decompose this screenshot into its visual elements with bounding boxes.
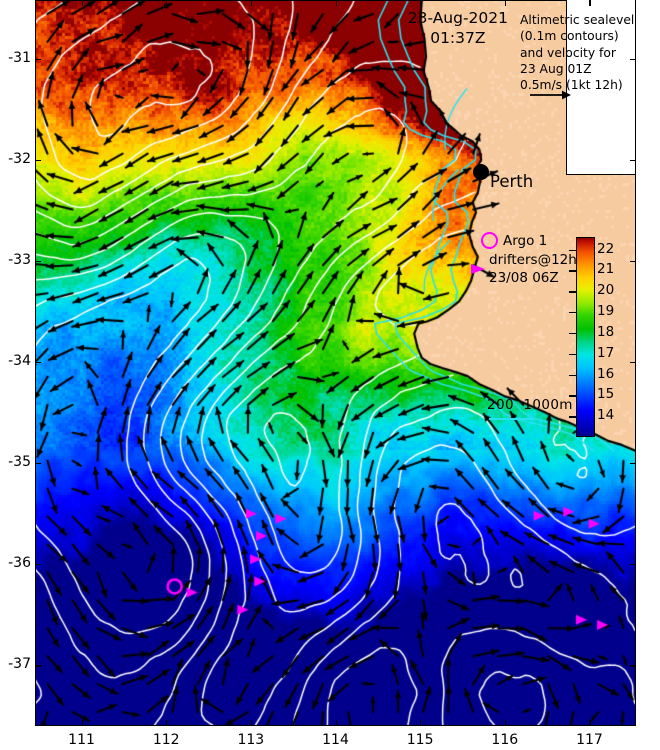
x-tick-label-2: 113 [237, 732, 265, 748]
colorbar-tick [569, 291, 576, 293]
x-tick-top [166, 0, 168, 6]
x-tick-top [250, 0, 253, 6]
colorbar-tick-label-7: 21 [597, 261, 615, 278]
y-tick-right [630, 665, 636, 667]
y-tick-right [630, 260, 636, 263]
colorbar-tick-label-3: 17 [597, 344, 615, 361]
y-tick [35, 665, 41, 667]
y-tick-label-2: -33 [8, 251, 31, 268]
colorbar-tick-label-1: 15 [597, 386, 615, 403]
colorbar-tick-label-2: 16 [597, 365, 615, 382]
x-tick [420, 720, 422, 726]
x-tick-top [589, 0, 591, 6]
x-tick-top [420, 0, 422, 6]
y-tick [35, 564, 41, 566]
magenta-triangle-icon [471, 264, 485, 274]
y-tick [35, 260, 41, 263]
x-tick [81, 720, 83, 726]
y-tick [35, 463, 41, 465]
x-tick [250, 720, 253, 726]
city-label-perth: Perth [490, 172, 534, 191]
date-line-1: 23-Aug-2021 [407, 9, 508, 27]
magenta-circle-icon [481, 232, 498, 249]
colorbar-tick-label-6: 20 [597, 282, 615, 299]
colorbar-tick-label-8: 22 [597, 240, 615, 257]
y-tick-label-6: -37 [8, 656, 31, 673]
argo-legend-label: Argo 1 [503, 233, 548, 249]
x-tick [589, 720, 591, 726]
x-tick-label-4: 115 [406, 732, 434, 748]
colorbar-tick [569, 332, 576, 335]
temperature-colorbar [576, 237, 595, 437]
x-tick-label-3: 114 [322, 732, 349, 748]
x-tick-top [81, 0, 83, 6]
colorbar-tick [569, 416, 576, 418]
vector-and-contour-overlay [35, 0, 636, 726]
y-tick-label-3: -34 [8, 352, 31, 369]
y-tick-label-1: -32 [8, 150, 31, 167]
credit-text: © IMOS 29-Aug-2021 20:22:03 Hobart time [640, 10, 660, 710]
colorbar-tick [569, 374, 576, 376]
y-tick [35, 159, 41, 161]
colorbar-tick-label-4: 18 [597, 323, 615, 340]
y-tick [35, 361, 41, 364]
map-plot-area[interactable] [35, 0, 636, 726]
x-tick-top [504, 0, 506, 6]
y-tick-right [630, 361, 636, 364]
y-tick-label-5: -36 [8, 555, 31, 572]
y-tick-label-4: -35 [8, 454, 31, 471]
colorbar-tick [569, 270, 576, 272]
bathymetry-scale-line [489, 418, 535, 421]
datetime-title: 23-Aug-2021 01:37Z [408, 9, 508, 49]
altimetry-legend-text: Altimetric sealevel (0.1m contours) and … [520, 13, 635, 93]
x-tick [504, 720, 506, 726]
y-tick-right [630, 159, 636, 161]
x-tick-label-1: 112 [152, 732, 180, 748]
colorbar-tick [569, 395, 576, 397]
y-tick-right [630, 564, 636, 566]
y-tick-right [630, 463, 636, 465]
colorbar-tick-label-5: 19 [597, 303, 615, 319]
x-tick-top [335, 0, 337, 6]
x-tick [166, 720, 168, 726]
x-tick-label-5: 116 [491, 732, 519, 748]
x-tick [335, 720, 337, 726]
x-tick-label-0: 111 [68, 732, 95, 748]
right-arrow-icon [530, 90, 571, 100]
colorbar-tick [569, 312, 576, 314]
city-dot-icon [473, 164, 489, 180]
x-tick-label-6: 117 [576, 732, 603, 748]
colorbar-tick-label-0: 14 [597, 407, 615, 424]
y-tick [35, 58, 41, 60]
date-line-2: 01:37Z [430, 28, 486, 47]
colorbar-tick [569, 353, 576, 356]
colorbar-tick [569, 249, 576, 251]
bathymetry-scale-label: 200 1000m [487, 397, 573, 413]
legend-box [566, 0, 636, 175]
y-tick-right [630, 58, 636, 60]
y-tick-label-0: -31 [8, 49, 31, 66]
